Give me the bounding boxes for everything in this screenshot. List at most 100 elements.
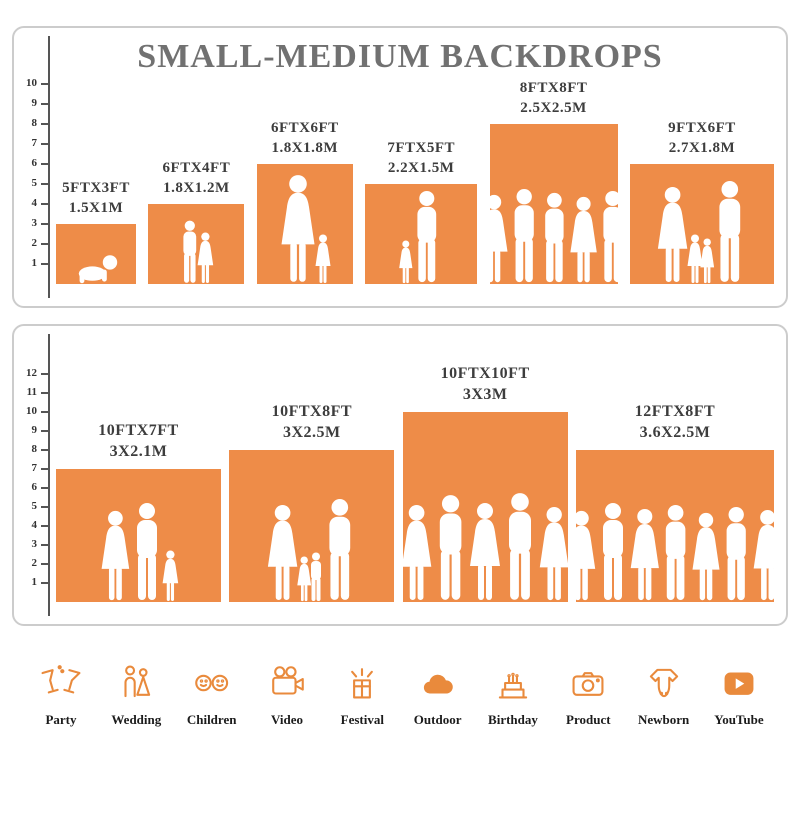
backdrop-8x8: 8FTX8FT 2.5X2.5M bbox=[489, 79, 618, 284]
backdrop-row-bottom: 10FTX7FT 3X2.1M 10FTX8FT 3X2.5M 10FTX10F… bbox=[56, 364, 774, 602]
size-ft: 8FTX8FT bbox=[519, 80, 588, 96]
category-label: Outdoor bbox=[413, 712, 462, 727]
ruler-mark: 4 bbox=[22, 519, 48, 545]
festival-icon bbox=[351, 668, 374, 699]
backdrop-rect bbox=[629, 164, 774, 284]
backdrop-rect bbox=[365, 184, 478, 284]
backdrop-rect bbox=[256, 164, 353, 284]
ruler-axis-line bbox=[48, 36, 50, 298]
size-ft: 10FTX8FT bbox=[271, 403, 353, 421]
man-silhouette bbox=[417, 190, 436, 283]
size-ft: 12FTX8FT bbox=[634, 403, 716, 421]
size-ft: 5FTX3FT bbox=[62, 180, 130, 196]
size-ft: 9FTX6FT bbox=[668, 120, 736, 136]
backdrop-size-label: 6FTX4FT 1.8X1.2M bbox=[163, 159, 231, 198]
backdrop-10x8: 10FTX8FT 3X2.5M bbox=[229, 402, 395, 602]
backdrop-size-label: 10FTX7FT 3X2.1M bbox=[98, 421, 178, 463]
backdrop-6x6: 6FTX6FT 1.8X1.8M bbox=[256, 119, 353, 284]
category-outdoor: Outdoor bbox=[403, 662, 473, 728]
girl-silhouette bbox=[162, 550, 178, 601]
ruler-mark: 2 bbox=[22, 557, 48, 583]
category-label: Party bbox=[45, 712, 77, 727]
size-m: 2.2X1.5M bbox=[387, 159, 455, 176]
children-icon bbox=[194, 674, 228, 692]
small-backdrops-panel: SMALL-MEDIUM BACKDROPS 1 2 3 4 5 6 7 8 9 10 5FTX3… bbox=[12, 26, 788, 308]
category-birthday: Birthday bbox=[478, 662, 548, 728]
size-ft: 6FTX6FT bbox=[270, 120, 339, 136]
backdrop-rect bbox=[489, 124, 618, 284]
size-m: 1.8X1.8M bbox=[271, 139, 339, 156]
wedding-icon bbox=[124, 665, 151, 698]
category-label: Children bbox=[186, 712, 237, 727]
baby-silhouette bbox=[79, 255, 118, 284]
girl-silhouette bbox=[315, 234, 331, 283]
backdrop-9x6: 9FTX6FT 2.7X1.8M bbox=[629, 119, 774, 284]
page-title: SMALL-MEDIUM BACKDROPS bbox=[137, 38, 663, 75]
backdrop-10x10: 10FTX10FT 3X3M bbox=[402, 364, 568, 602]
medium-backdrops-panel: 1 2 3 4 5 6 7 8 9 10 11 12 10FTX7FT 3X2.1M 10FTX8FT… bbox=[12, 324, 788, 626]
size-m: 1.8X1.2M bbox=[163, 179, 230, 196]
backdrop-rect bbox=[402, 412, 568, 602]
ruler-bottom: 1 2 3 4 5 6 7 8 9 10 11 12 bbox=[22, 367, 48, 602]
size-m: 3.6X2.5M bbox=[639, 424, 711, 442]
category-youtube: YouTube bbox=[704, 662, 774, 728]
backdrop-rect bbox=[575, 450, 774, 602]
backdrop-size-label: 7FTX5FT 2.2X1.5M bbox=[387, 139, 455, 178]
ruler-mark: 7 bbox=[22, 462, 48, 488]
backdrop-size-label: 10FTX8FT 3X2.5M bbox=[272, 402, 352, 444]
woman-silhouette bbox=[753, 509, 774, 601]
video-icon bbox=[272, 666, 304, 695]
ruler-mark: 10 bbox=[22, 405, 48, 431]
size-m: 3X2.1M bbox=[109, 443, 168, 461]
ruler-mark: 6 bbox=[22, 157, 48, 184]
ruler-mark: 8 bbox=[22, 117, 48, 144]
ruler-mark: 3 bbox=[22, 538, 48, 564]
ruler-mark: 5 bbox=[22, 500, 48, 526]
size-ft: 10FTX10FT bbox=[440, 365, 530, 383]
category-video: Video bbox=[252, 662, 322, 728]
backdrop-rect bbox=[229, 450, 395, 602]
outdoor-icon bbox=[423, 674, 453, 694]
backdrop-rect bbox=[148, 204, 245, 284]
size-m: 2.7X1.8M bbox=[668, 139, 736, 156]
ruler-mark: 2 bbox=[22, 237, 48, 264]
size-ft: 7FTX5FT bbox=[387, 140, 455, 156]
category-children: Children bbox=[177, 662, 247, 728]
ruler-axis-line bbox=[48, 334, 50, 616]
product-icon bbox=[572, 672, 604, 696]
birthday-icon bbox=[498, 672, 528, 699]
ruler-mark: 4 bbox=[22, 197, 48, 224]
play-icon bbox=[735, 678, 745, 689]
category-festival: Festival bbox=[327, 662, 397, 728]
category-label: Festival bbox=[340, 712, 384, 727]
ruler-mark: 1 bbox=[22, 257, 48, 284]
youtube-icon bbox=[724, 672, 754, 695]
backdrop-size-label: 5FTX3FT 1.5X1M bbox=[62, 179, 130, 218]
backdrop-size-label: 6FTX6FT 1.8X1.8M bbox=[271, 119, 339, 158]
size-m: 1.5X1M bbox=[68, 199, 124, 216]
backdrop-rect bbox=[56, 469, 221, 602]
category-party: Party bbox=[26, 662, 96, 728]
category-label: Video bbox=[270, 712, 303, 727]
man-silhouette bbox=[603, 190, 618, 283]
newborn-icon bbox=[649, 668, 678, 698]
woman-silhouette bbox=[539, 506, 568, 601]
ruler-mark: 12 bbox=[22, 367, 48, 393]
backdrop-6x4: 6FTX4FT 1.8X1.2M bbox=[148, 159, 245, 284]
ruler-mark: 3 bbox=[22, 217, 48, 244]
size-ft: 6FTX4FT bbox=[162, 160, 231, 176]
backdrop-rect bbox=[56, 224, 136, 284]
category-row: Party Wedding Children bbox=[0, 662, 800, 728]
backdrop-size-label: 9FTX6FT 2.7X1.8M bbox=[668, 119, 736, 158]
ruler-mark: 7 bbox=[22, 137, 48, 164]
size-m: 2.5X2.5M bbox=[520, 99, 587, 116]
man-silhouette bbox=[719, 181, 741, 282]
ruler-mark: 9 bbox=[22, 424, 48, 450]
girl-silhouette bbox=[197, 232, 214, 283]
backdrop-size-label: 10FTX10FT 3X3M bbox=[441, 364, 530, 406]
category-label: Birthday bbox=[488, 712, 538, 727]
ruler-mark: 6 bbox=[22, 481, 48, 507]
category-wedding: Wedding bbox=[101, 662, 171, 728]
ruler-mark: 9 bbox=[22, 97, 48, 124]
ruler-mark: 10 bbox=[22, 77, 48, 104]
